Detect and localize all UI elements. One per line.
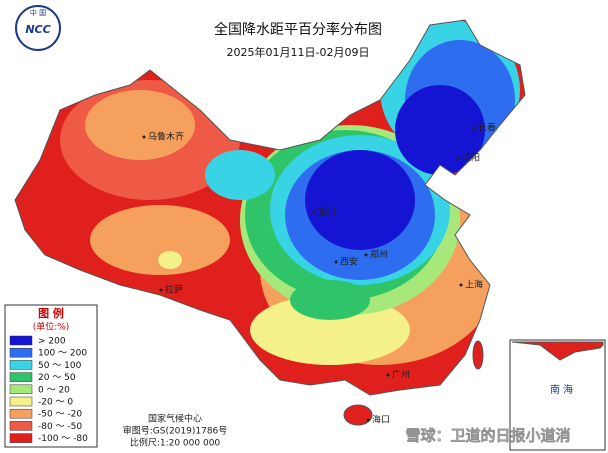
legend-label: -20 ～ 0: [38, 398, 73, 408]
city-label: 拉萨: [165, 284, 183, 296]
city-label: 上海: [465, 279, 483, 291]
legend-label: 100 ～ 200: [38, 349, 87, 359]
legend-label: -50 ～ -20: [38, 410, 82, 420]
city-label: 郑州: [370, 249, 388, 261]
city-marker: [472, 126, 476, 130]
field-zone: [290, 280, 370, 320]
city-label: 海口: [372, 414, 390, 426]
legend-label: 50 ～ 100: [38, 361, 82, 371]
field-zone: [205, 150, 275, 200]
legend-swatch: [9, 372, 33, 382]
country-border: [14, 19, 526, 396]
inset-label: 南 海: [550, 383, 573, 396]
city-marker: [364, 253, 368, 257]
city-marker: [312, 210, 316, 214]
footer-approval: 审图号:GS(2019)1786号: [123, 425, 228, 437]
legend-entries: > 200 100 ～ 200 50 ～ 100 20 ～ 50 0 ～ 20 -20 ～…: [9, 335, 88, 444]
city-marker: [386, 373, 390, 377]
city-marker: [159, 288, 163, 292]
city-marker: [456, 156, 460, 160]
city-label: 沈阳: [462, 152, 480, 164]
legend-swatch: [9, 360, 33, 370]
city-label: 西安: [340, 256, 358, 268]
city-label: 长春: [478, 122, 496, 134]
hainan-island: [343, 404, 373, 426]
city-label: 广州: [392, 369, 410, 381]
footer-agency: 国家气候中心: [148, 413, 202, 425]
city-label: 银川: [318, 206, 336, 218]
field-zone: [85, 90, 195, 160]
legend-label: 20 ～ 50: [38, 373, 76, 383]
field-zone: [395, 85, 485, 175]
city-marker: [142, 135, 146, 139]
city-marker: [366, 418, 370, 422]
logo-ring: [15, 5, 61, 51]
field-zone: [305, 150, 415, 250]
legend-swatch: [9, 335, 33, 346]
legend-swatch: [9, 421, 33, 431]
legend-label: 0 ～ 20: [38, 385, 70, 395]
field-zone: [90, 205, 230, 275]
legend-unit: (单位:%): [33, 321, 70, 333]
legend-title: 图 例: [38, 306, 64, 320]
legend-label: -80 ～ -50: [38, 422, 82, 432]
legend-swatch: [9, 396, 33, 407]
taiwan-island: [472, 340, 484, 370]
legend-label: > 200: [38, 337, 66, 347]
footer-scale: 比例尺:1:20 000 000: [130, 437, 221, 449]
legend-swatch: [9, 384, 33, 395]
inset-coast: [511, 341, 604, 361]
field-zone: [158, 251, 182, 269]
city-marker: [459, 283, 463, 287]
legend-swatch: [9, 347, 33, 358]
logo-text: NCC: [25, 23, 50, 36]
city-marker: [334, 260, 338, 264]
map-subtitle: 2025年01月11日-02月09日: [227, 45, 370, 59]
legend-label: -100 ～ -80: [38, 434, 88, 444]
watermark: 雪球：卫道的日报小道消: [405, 427, 570, 445]
city-label: 乌鲁木齐: [148, 131, 184, 143]
legend-swatch: [9, 433, 33, 443]
logo-top: 中 国: [30, 8, 46, 17]
map-title: 全国降水距平百分率分布图: [214, 21, 382, 38]
legend-swatch: [9, 408, 33, 419]
